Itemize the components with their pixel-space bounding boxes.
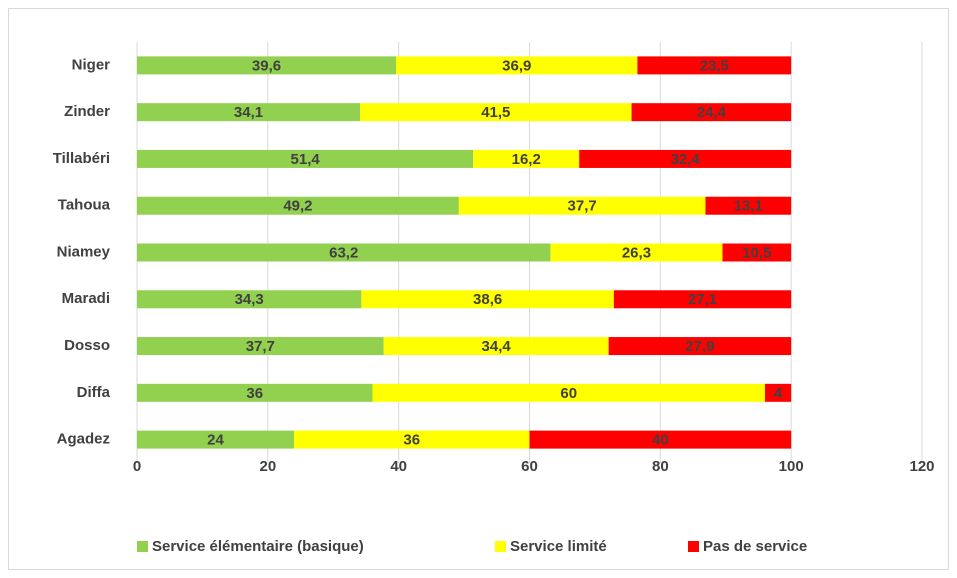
y-tick-label: Dosso [64,337,110,354]
data-label: 23,5 [700,57,729,74]
data-label: 27,9 [685,338,714,355]
x-tick-label: 100 [779,458,804,475]
legend-label: Pas de service [703,538,807,555]
data-label: 37,7 [568,198,597,215]
data-label: 24,4 [697,104,727,121]
y-tick-label: Niamey [57,243,111,260]
bar-segment [722,243,792,262]
y-tick-label: Agadez [57,431,110,448]
data-label: 26,3 [622,244,651,261]
data-label: 13,1 [734,198,763,215]
data-label: 10,5 [742,244,771,261]
y-tick-label: Niger [72,56,111,73]
bar-segment [765,383,792,402]
data-label: 36,9 [502,57,531,74]
data-label: 24 [207,432,224,449]
bar-segment [360,103,632,122]
x-tick-label: 60 [521,458,538,475]
data-label: 4 [774,385,783,402]
bar-segment [631,103,792,122]
bar-segment [294,430,530,449]
x-tick-label: 0 [133,458,141,475]
bar-segment [608,337,792,356]
x-tick-label: 80 [652,458,669,475]
y-tick-label: Tillabéri [53,150,110,167]
data-label: 34,1 [234,104,263,121]
bar-segment [361,290,614,309]
x-tick-label: 40 [390,458,407,475]
bar-segment [458,196,706,215]
bar-segment [529,430,792,449]
data-label: 36 [246,385,263,402]
bar-segment [705,196,792,215]
legend-swatch [137,541,148,552]
legend-swatch [495,541,506,552]
data-label: 27,1 [688,291,717,308]
bar-segment [137,149,474,168]
data-label: 51,4 [291,151,321,168]
x-tick-label: 120 [909,458,934,475]
x-tick-label: 20 [259,458,276,475]
legend-label: Service limité [510,538,607,555]
y-tick-label: Tahoua [58,197,111,214]
legend-swatch [688,541,699,552]
data-label: 16,2 [512,151,541,168]
data-label: 34,3 [235,291,264,308]
data-label: 40 [652,432,669,449]
data-label: 41,5 [481,104,510,121]
data-label: 34,4 [482,338,512,355]
bar-segment [137,383,373,402]
data-label: 32,4 [671,151,701,168]
data-label: 39,6 [252,57,281,74]
y-tick-label: Diffa [77,384,111,401]
bar-segment [613,290,792,309]
bar-segment [473,149,580,168]
chart-border [8,8,949,570]
data-label: 63,2 [329,244,358,261]
data-label: 36 [403,432,420,449]
bar-segment [550,243,723,262]
bar-segment [137,103,361,122]
legend-label: Service élémentaire (basique) [152,538,364,555]
data-label: 60 [560,385,577,402]
bar-segment [137,56,397,75]
data-label: 38,6 [473,291,502,308]
bar-segment [137,337,384,356]
bar-segment [383,337,609,356]
y-tick-label: Zinder [64,103,110,120]
bar-segment [396,56,638,75]
bar-segment [579,149,792,168]
y-tick-label: Maradi [62,290,110,307]
data-label: 37,7 [246,338,275,355]
bar-segment [137,430,294,449]
bar-segment [137,196,459,215]
data-label: 49,2 [283,198,312,215]
bar-segment [137,243,551,262]
bar-segment [637,56,792,75]
bar-segment [372,383,765,402]
bar-segment [137,290,362,309]
